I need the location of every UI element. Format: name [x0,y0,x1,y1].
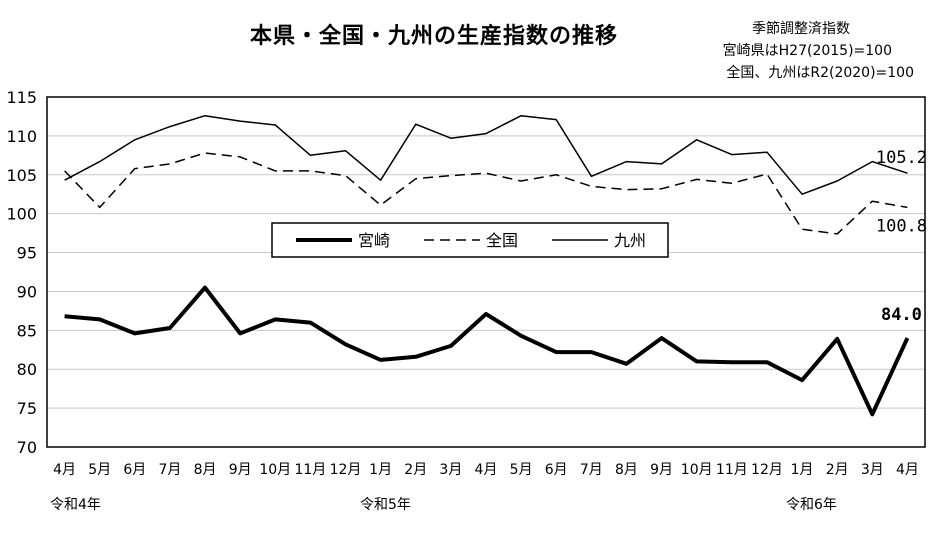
x-tick-label: 9月 [229,462,252,478]
x-tick-label: 12月 [751,462,783,478]
legend-label-0: 宮崎 [358,231,390,250]
era-label-r5: 令和5年 [360,497,411,513]
x-tick-label: 1月 [369,462,392,478]
series-line-2 [64,114,908,195]
x-tick-label: 10月 [259,462,291,478]
y-tick-label: 90 [17,282,37,301]
chart-note-seasonal: 季節調整済指数 [752,21,850,37]
x-tick-label: 7月 [580,462,603,478]
y-tick-label: 70 [17,438,37,457]
y-tick-label: 80 [17,360,37,379]
chart-note-national-base: 全国、九州はR2(2020)=100 [726,65,914,81]
y-tick-label: 95 [17,244,37,263]
series-line-0 [64,285,910,417]
y-tick-label: 85 [17,321,37,340]
x-tick-label: 11月 [294,462,326,478]
y-tick-label: 110 [6,127,37,146]
y-tick-label: 75 [17,399,37,418]
y-tick-label: 105 [6,166,37,185]
y-tick-label: 115 [6,88,37,107]
chart-title: 本県・全国・九州の生産指数の推移 [250,24,619,49]
x-tick-label: 9月 [650,462,673,478]
data-label-1: 100.8 [876,216,927,236]
legend-label-1: 全国 [486,231,518,250]
x-tick-label: 8月 [194,462,217,478]
x-tick-label: 4月 [53,462,76,478]
data-label-0: 105.2 [876,148,927,168]
x-tick-label: 11月 [716,462,748,478]
x-tick-label: 7月 [158,462,181,478]
era-label-r6: 令和6年 [786,497,837,513]
x-tick-label: 5月 [88,462,111,478]
x-tick-label: 10月 [681,462,713,478]
series-line-1 [64,152,908,235]
x-tick-label: 12月 [330,462,362,478]
x-tick-label: 6月 [123,462,146,478]
x-tick-label: 3月 [861,462,884,478]
era-label-r4: 令和4年 [50,497,101,513]
x-tick-label: 4月 [475,462,498,478]
x-tick-label: 3月 [439,462,462,478]
x-tick-label: 8月 [615,462,638,478]
plot-area-border [46,96,926,448]
data-label-2: 84.0 [881,305,922,325]
x-tick-label: 6月 [545,462,568,478]
x-tick-label: 1月 [791,462,814,478]
x-tick-label: 5月 [510,462,533,478]
chart-note-miyazaki-base: 宮崎県はH27(2015)=100 [722,43,892,59]
x-tick-label: 2月 [404,462,427,478]
y-tick-label: 100 [6,205,37,224]
legend-label-2: 九州 [614,231,646,250]
x-tick-label: 2月 [826,462,849,478]
x-tick-label: 4月 [896,462,919,478]
